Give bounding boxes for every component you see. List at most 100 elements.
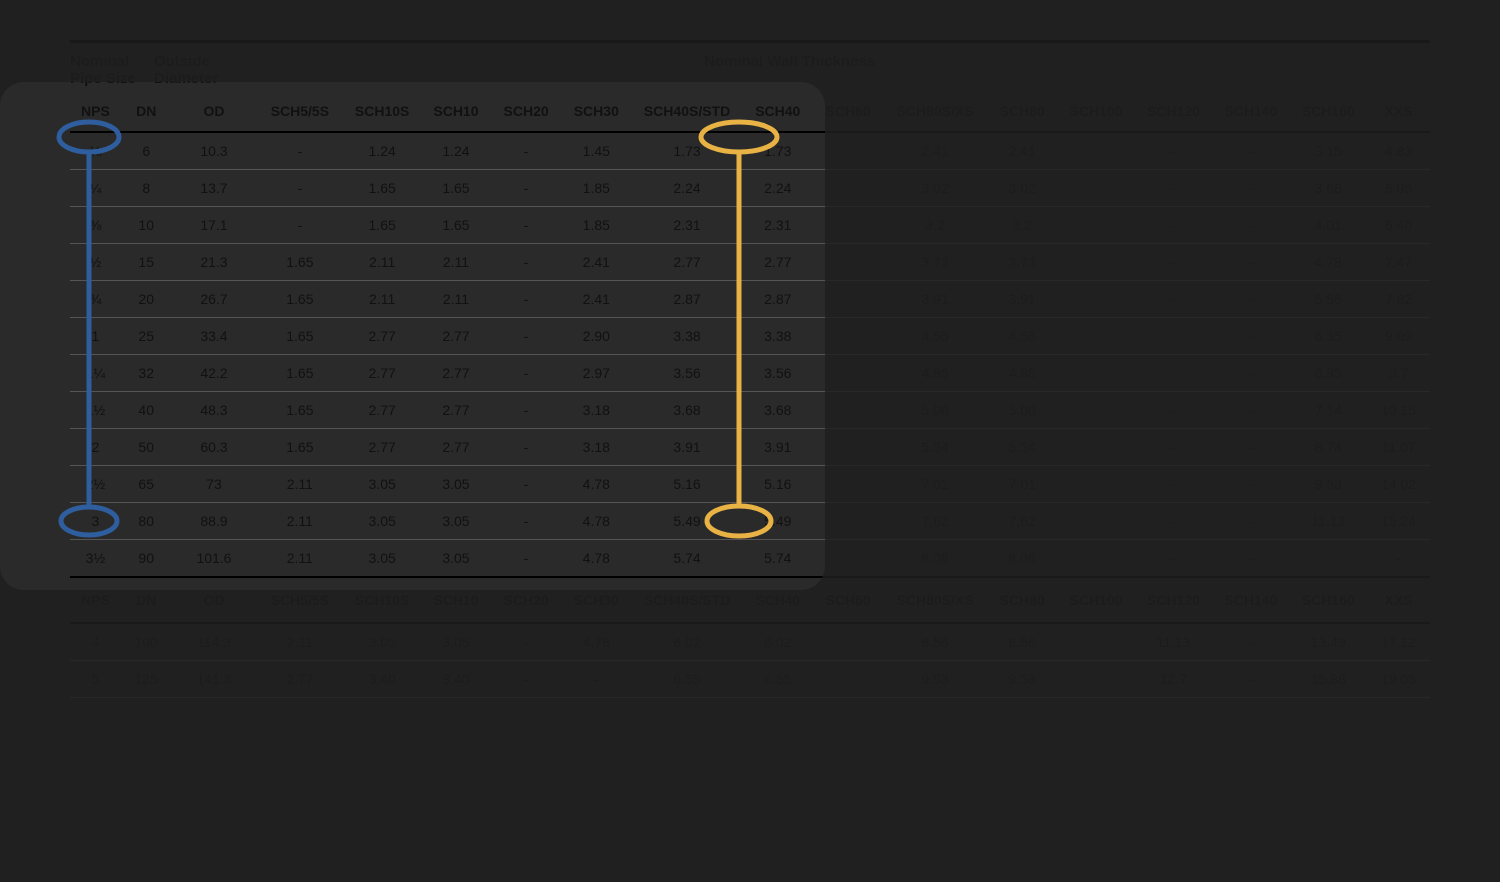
cell-od: 141.3 [172, 661, 257, 698]
col-header-od: OD [172, 577, 257, 623]
cell-od: 26.7 [172, 281, 257, 318]
cell-sch160: 13.49 [1290, 623, 1367, 661]
cell-dn: 32 [121, 355, 172, 392]
col-header-od: OD [172, 93, 257, 132]
cell-sch120: 12.7 [1135, 661, 1212, 698]
cell-sch40: 2.24 [743, 170, 813, 207]
cell-sch80: 7.01 [987, 466, 1057, 503]
cell-sch120: 11.13 [1135, 623, 1212, 661]
cell-sch10: 1.65 [421, 170, 491, 207]
cell-dn: 15 [121, 244, 172, 281]
cell-sch10: 3.05 [421, 466, 491, 503]
cell-sch10s: 2.11 [343, 244, 420, 281]
cell-sch60: - [813, 540, 883, 578]
col-header-nps: NPS [70, 93, 121, 132]
cell-dn: 10 [121, 207, 172, 244]
cell-od: 60.3 [172, 429, 257, 466]
col-header-sch140: SCH140 [1212, 577, 1289, 623]
col-header-sch10s: SCH10S [343, 93, 420, 132]
page-root: Nominal Pipe Size Outside Diameter Nomin… [0, 0, 1500, 882]
cell-xxs: 7.82 [1367, 281, 1430, 318]
col-header-xxs: XXS [1367, 577, 1430, 623]
cell-sch10s: 1.65 [343, 207, 420, 244]
cell-sch140: - [1212, 355, 1289, 392]
cell-sch140: - [1212, 244, 1289, 281]
cell-sch160: 6.35 [1290, 355, 1367, 392]
cell-sch40: 5.49 [743, 503, 813, 540]
table-row: 38088.92.113.053.05-4.785.495.49-7.627.6… [70, 503, 1430, 540]
cell-sch100: - [1057, 318, 1134, 355]
cell-sch140: - [1212, 540, 1289, 578]
cell-sch20: - [491, 207, 561, 244]
cell-sch30: 2.41 [561, 244, 631, 281]
cell-sch40s: 3.91 [631, 429, 742, 466]
col-header-sch20: SCH20 [491, 93, 561, 132]
cell-od: 42.2 [172, 355, 257, 392]
cell-sch80: 8.08 [987, 540, 1057, 578]
cell-sch40: 3.56 [743, 355, 813, 392]
cell-sch20: - [491, 318, 561, 355]
cell-sch40: 6.02 [743, 623, 813, 661]
cell-sch55s: 1.65 [256, 244, 343, 281]
col-header-sch120: SCH120 [1135, 93, 1212, 132]
cell-sch10s: 3.40 [343, 661, 420, 698]
cell-sch160: 15.88 [1290, 661, 1367, 698]
cell-dn: 65 [121, 466, 172, 503]
cell-od: 33.4 [172, 318, 257, 355]
cell-sch100: - [1057, 429, 1134, 466]
cell-nps: ¼ [70, 170, 121, 207]
cell-sch120: - [1135, 318, 1212, 355]
cell-sch140: - [1212, 318, 1289, 355]
cell-sch160: - [1290, 540, 1367, 578]
cell-sch40: 2.77 [743, 244, 813, 281]
cell-sch80: 3.2 [987, 207, 1057, 244]
cell-sch60: - [813, 207, 883, 244]
cell-sch10: 2.77 [421, 392, 491, 429]
cell-sch55s: 2.77 [256, 661, 343, 698]
cell-sch10: 3.05 [421, 623, 491, 661]
cell-sch160: 3.68 [1290, 170, 1367, 207]
cell-xxs: 6.40 [1367, 207, 1430, 244]
col-header-sch60: SCH60 [813, 93, 883, 132]
cell-nps: 2½ [70, 466, 121, 503]
col-header-sch100: SCH100 [1057, 93, 1134, 132]
col-header-sch80s: SCH80S/XS [883, 93, 987, 132]
cell-sch30: 4.78 [561, 540, 631, 578]
cell-sch100: - [1057, 623, 1134, 661]
table-row: 12533.41.652.772.77-2.903.383.38-4.554.5… [70, 318, 1430, 355]
cell-sch60: - [813, 466, 883, 503]
cell-sch30: 1.85 [561, 170, 631, 207]
cell-sch55s: 1.65 [256, 392, 343, 429]
cell-sch100: - [1057, 281, 1134, 318]
cell-sch80: 5.08 [987, 392, 1057, 429]
cell-sch10s: 2.77 [343, 392, 420, 429]
cell-sch80s: 4.55 [883, 318, 987, 355]
cell-sch55s: 2.11 [256, 540, 343, 578]
cell-sch140: - [1212, 429, 1289, 466]
col-header-xxs: XXS [1367, 93, 1430, 132]
cell-sch30: 3.18 [561, 392, 631, 429]
cell-sch100: - [1057, 466, 1134, 503]
cell-sch55s: 1.65 [256, 429, 343, 466]
cell-sch20: - [491, 623, 561, 661]
cell-nps: ¾ [70, 281, 121, 318]
pipe-tbody-2: NPSDNODSCH5/5SSCH10SSCH10SCH20SCH30SCH40… [70, 577, 1430, 698]
cell-xxs: 19.05 [1367, 661, 1430, 698]
cell-dn: 100 [121, 623, 172, 661]
cell-xxs: 15.24 [1367, 503, 1430, 540]
cell-sch140: - [1212, 466, 1289, 503]
cell-sch10s: 3.05 [343, 466, 420, 503]
col-header-sch10: SCH10 [421, 577, 491, 623]
cell-sch20: - [491, 244, 561, 281]
cell-sch40s: 2.77 [631, 244, 742, 281]
cell-sch60: - [813, 392, 883, 429]
cell-nps: ½ [70, 244, 121, 281]
cell-sch60: - [813, 661, 883, 698]
pipe-tbody-1: ⅛610.3-1.241.24-1.451.731.73-2.412.41---… [70, 132, 1430, 577]
cell-sch40: 2.31 [743, 207, 813, 244]
cell-sch60: - [813, 503, 883, 540]
cell-sch40s: 6.02 [631, 623, 742, 661]
cell-sch40: 1.73 [743, 132, 813, 170]
cell-sch80s: 2.41 [883, 132, 987, 170]
cell-dn: 125 [121, 661, 172, 698]
